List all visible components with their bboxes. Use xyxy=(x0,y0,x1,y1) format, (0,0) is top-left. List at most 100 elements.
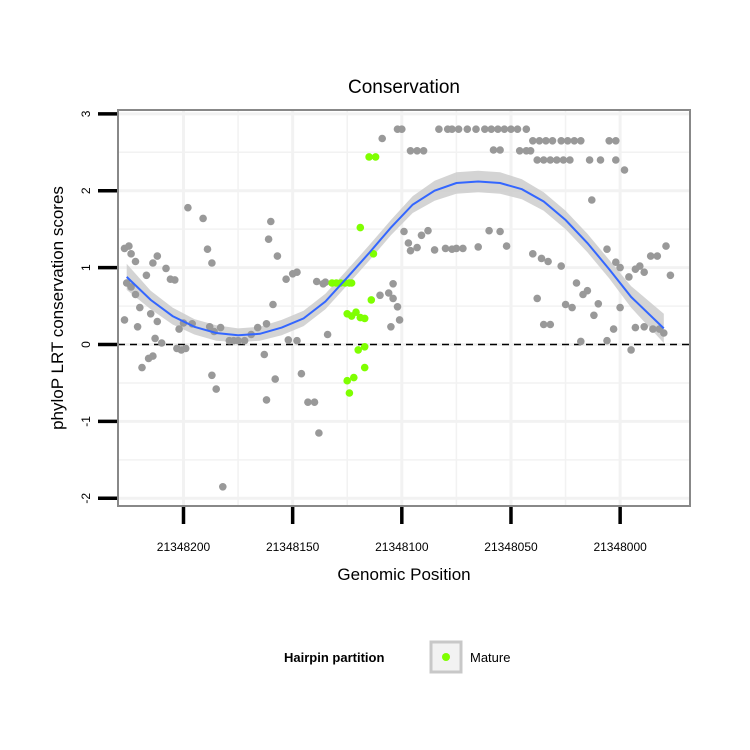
data-point xyxy=(304,398,312,407)
data-point xyxy=(463,125,472,133)
data-point xyxy=(315,429,323,437)
data-point xyxy=(136,303,144,312)
data-point xyxy=(546,156,555,164)
data-point xyxy=(474,243,483,251)
data-point xyxy=(515,147,524,155)
data-point xyxy=(526,147,535,155)
data-point xyxy=(603,336,611,345)
data-point xyxy=(625,273,633,281)
data-point xyxy=(544,257,552,266)
points-mature xyxy=(328,153,380,397)
data-point xyxy=(262,396,271,404)
data-point-mature xyxy=(350,373,358,382)
data-point xyxy=(153,252,162,260)
data-point xyxy=(424,226,432,235)
data-point-mature xyxy=(354,346,363,354)
data-point xyxy=(208,259,216,267)
legend-label-mature: Mature xyxy=(470,650,510,665)
data-point xyxy=(660,329,668,337)
data-point xyxy=(548,137,557,145)
data-point xyxy=(253,323,262,332)
data-point xyxy=(487,125,496,133)
data-point xyxy=(585,156,594,164)
data-point xyxy=(605,137,613,145)
data-point xyxy=(553,156,561,164)
data-point xyxy=(417,231,426,240)
data-point xyxy=(323,330,332,339)
data-point xyxy=(146,310,155,318)
data-point xyxy=(666,271,675,280)
data-point xyxy=(583,286,592,295)
data-point xyxy=(404,239,413,247)
data-point xyxy=(435,125,443,133)
data-point xyxy=(400,227,408,236)
data-point xyxy=(481,125,489,133)
data-point xyxy=(577,137,585,145)
data-point xyxy=(557,262,565,270)
data-point xyxy=(529,250,537,258)
data-point xyxy=(181,344,190,353)
data-point xyxy=(631,323,640,332)
y-axis: -2 -1 0 1 2 3 xyxy=(79,110,117,504)
data-point xyxy=(430,246,439,254)
data-point xyxy=(561,300,570,309)
data-point xyxy=(282,275,290,284)
data-point xyxy=(219,483,227,491)
data-point xyxy=(321,278,330,287)
plot-panel xyxy=(117,109,691,507)
data-point xyxy=(568,303,576,312)
data-point xyxy=(413,243,421,252)
data-point xyxy=(616,303,624,312)
data-point-mature xyxy=(343,376,352,385)
data-point xyxy=(133,323,142,331)
data-point xyxy=(559,156,568,164)
data-point-mature xyxy=(347,279,356,287)
points-other xyxy=(120,125,675,491)
data-point-mature xyxy=(360,314,369,323)
x-axis-title: Genomic Position xyxy=(337,565,470,584)
data-point xyxy=(284,336,293,344)
data-point xyxy=(441,244,450,253)
x-tick-label: 21348200 xyxy=(157,540,211,554)
data-point xyxy=(588,196,596,204)
data-point xyxy=(267,217,275,226)
data-point xyxy=(636,262,644,270)
data-point xyxy=(646,252,655,260)
data-point xyxy=(310,398,319,407)
data-point-mature xyxy=(371,153,380,161)
data-point xyxy=(419,147,428,155)
data-point xyxy=(539,320,548,329)
data-point xyxy=(125,242,133,250)
x-tick-label: 21348100 xyxy=(375,540,429,554)
data-point xyxy=(537,254,546,263)
x-tick-label: 21348050 xyxy=(484,540,538,554)
x-axis: 21348200 21348150 21348100 21348050 21348000 xyxy=(157,507,647,554)
data-point xyxy=(131,290,140,299)
data-point xyxy=(522,125,531,133)
smooth-fit-line xyxy=(126,180,665,337)
y-tick-label: 0 xyxy=(79,341,93,348)
data-point xyxy=(640,323,648,331)
data-point xyxy=(184,203,192,212)
data-point xyxy=(448,125,456,133)
data-point xyxy=(142,271,151,280)
data-point xyxy=(594,300,603,308)
data-point xyxy=(293,336,301,345)
legend-key-mature-dot xyxy=(442,653,450,661)
data-point xyxy=(496,146,504,154)
chart-title: Conservation xyxy=(348,77,460,98)
y-tick-label: 3 xyxy=(79,110,93,117)
data-point xyxy=(542,137,550,145)
data-point xyxy=(260,350,269,359)
data-point xyxy=(151,334,159,343)
data-point xyxy=(535,137,544,145)
data-point xyxy=(494,125,502,133)
y-tick-label: 1 xyxy=(79,264,93,271)
data-point xyxy=(234,336,242,345)
data-point xyxy=(612,258,620,267)
data-point xyxy=(413,147,421,155)
data-point xyxy=(533,294,541,303)
data-point-mature xyxy=(352,308,360,317)
